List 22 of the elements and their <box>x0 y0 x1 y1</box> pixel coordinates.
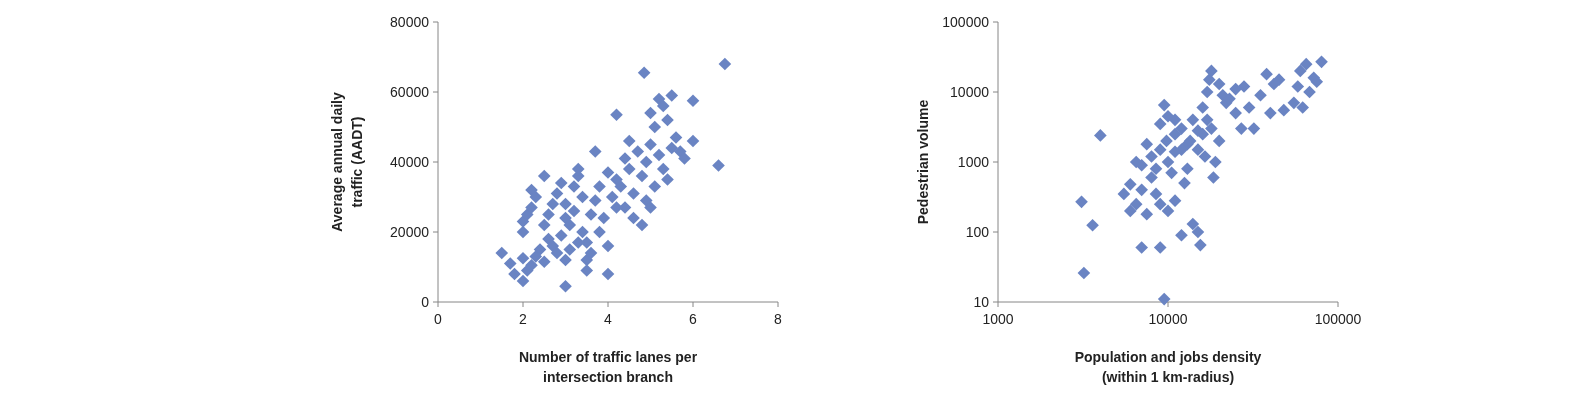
x-tick-label: 10000 <box>1148 311 1188 327</box>
y-tick-label: 1000 <box>957 153 990 170</box>
y-tick-label: 40000 <box>390 153 430 170</box>
y-tick-label: 100000 <box>942 13 990 30</box>
x-axis-title: Number of traffic lanes per intersection branch <box>518 349 698 385</box>
x-tick-label: 100000 <box>1314 311 1362 327</box>
y-tick-label: 10 <box>973 293 990 310</box>
x-tick-label: 2 <box>519 311 528 327</box>
y-tick-label: 20000 <box>390 223 430 240</box>
x-axis-title: Population and jobs density (within 1 km-radius) <box>1074 349 1262 385</box>
y-tick-label: 10000 <box>950 83 990 100</box>
y-axis-title: Pedestrian volume <box>915 99 931 225</box>
x-tick-label: 6 <box>689 311 698 327</box>
x-tick-label: 4 <box>604 311 613 327</box>
y-tick-label: 0 <box>421 293 430 310</box>
x-tick-label: 8 <box>774 311 783 327</box>
x-tick-label: 0 <box>434 311 443 327</box>
y-tick-label: 80000 <box>390 13 430 30</box>
y-axis-title: Average annual daily traffic (AADT) <box>329 92 365 232</box>
y-tick-label: 100 <box>965 223 990 240</box>
y-tick-label: 60000 <box>390 83 430 100</box>
x-tick-label: 1000 <box>982 311 1014 327</box>
